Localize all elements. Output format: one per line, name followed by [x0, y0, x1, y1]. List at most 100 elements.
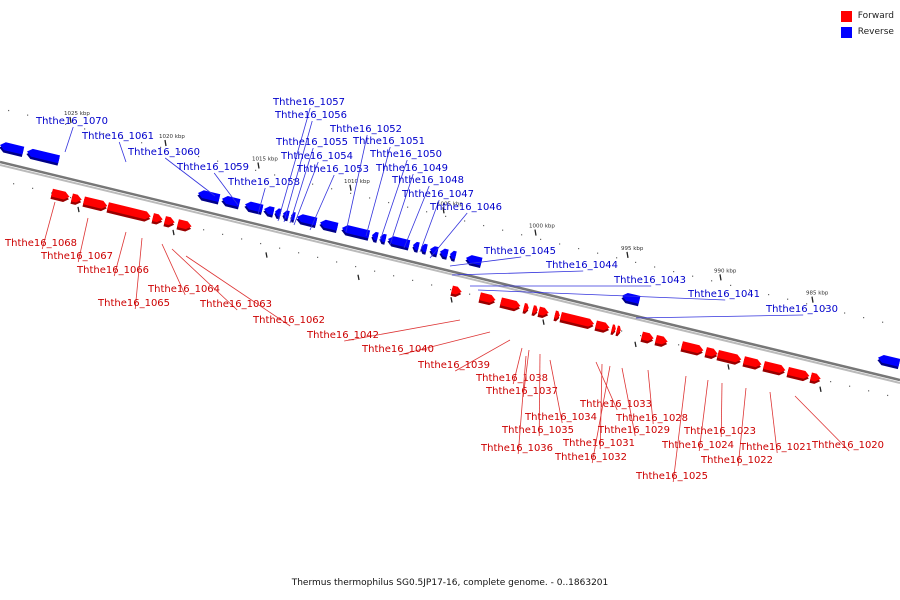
forward-gene-label: Ththe16_1033	[579, 399, 652, 410]
minor-tick	[654, 266, 656, 268]
tick-label: 1005 kbp	[437, 201, 463, 207]
minor-tick	[768, 294, 770, 296]
forward-gene-label: Ththe16_1064	[147, 284, 220, 295]
reverse-gene-label: Ththe16_1061	[81, 131, 154, 142]
gene-body	[388, 236, 411, 249]
label-leader-line	[451, 270, 584, 276]
forward-gene-arrow	[615, 325, 621, 337]
reverse-gene-arrow	[341, 225, 371, 241]
forward-gene-label: Ththe16_1068	[4, 238, 77, 249]
reverse-gene-arrow	[379, 233, 387, 245]
minor-tick	[393, 275, 395, 277]
minor-tick	[70, 196, 72, 199]
gene-body	[500, 297, 521, 309]
legend-forward-label: Forward	[857, 11, 894, 21]
forward-gene-label: Ththe16_1035	[501, 425, 574, 436]
gene-body	[107, 202, 151, 220]
minor-tick	[298, 252, 300, 254]
minor-tick	[616, 257, 618, 259]
minor-tick	[241, 238, 243, 240]
minor-tick	[260, 242, 262, 245]
reverse-gene-label: Ththe16_1058	[227, 177, 300, 188]
major-tick	[442, 207, 445, 214]
major-tick	[811, 296, 814, 303]
forward-gene-arrow	[450, 285, 462, 297]
reverse-gene-arrow	[319, 219, 339, 234]
label-leader-line	[257, 187, 266, 215]
minor-tick	[502, 229, 504, 231]
reverse-gene-arrow	[420, 243, 428, 255]
gene-body	[198, 190, 221, 203]
forward-gene-arrow	[531, 305, 538, 316]
gene-body	[787, 366, 810, 379]
reverse-gene-arrow	[26, 148, 61, 166]
forward-swatch	[840, 10, 852, 22]
reverse-gene-label: Ththe16_1043	[613, 275, 686, 286]
minor-tick	[521, 234, 523, 236]
gene-body	[51, 188, 70, 200]
label-leader-line	[134, 237, 143, 310]
minor-tick	[103, 132, 105, 135]
major-tick	[534, 229, 537, 236]
minor-tick	[331, 188, 333, 190]
minor-tick	[450, 288, 452, 291]
major-tick-lower	[727, 364, 730, 370]
gene-body	[27, 148, 61, 164]
label-leader-line	[283, 120, 313, 223]
label-leader-line	[403, 185, 430, 249]
tick-label: 1025 kbp	[64, 111, 90, 117]
gene-body	[532, 305, 538, 314]
forward-gene-arrow	[522, 303, 529, 314]
label-leader-line	[419, 199, 440, 253]
forward-gene-arrow	[553, 310, 560, 322]
major-tick	[719, 274, 722, 281]
genome-backbone	[0, 160, 900, 382]
legend-forward: Forward	[840, 8, 894, 24]
minor-tick	[388, 201, 390, 204]
major-tick-lower	[172, 229, 175, 236]
reverse-gene-label: Ththe16_1055	[275, 137, 348, 148]
label-leader-line	[389, 173, 414, 246]
tick-label: 995 kbp	[621, 246, 644, 252]
forward-gene-arrow	[704, 347, 718, 359]
reverse-gene-arrow	[449, 250, 457, 262]
gene-body	[466, 255, 483, 266]
tick-label: 990 kbp	[714, 268, 737, 274]
forward-gene-label: Ththe16_1062	[252, 315, 325, 326]
minor-tick	[825, 307, 827, 310]
minor-tick	[312, 183, 314, 185]
label-leader-line	[647, 369, 654, 425]
minor-tick	[141, 142, 143, 144]
tick-label: 1015 kbp	[252, 156, 278, 162]
minor-tick	[635, 261, 637, 263]
label-leader-line	[344, 319, 461, 342]
forward-gene-label: Ththe16_1037	[485, 386, 558, 397]
forward-gene-label: Ththe16_1031	[562, 438, 635, 449]
reverse-gene-arrow	[429, 246, 439, 258]
forward-gene-arrow	[559, 311, 595, 330]
minor-tick	[336, 261, 338, 263]
gene-body	[611, 324, 616, 333]
gene-body	[71, 193, 82, 203]
reverse-swatch	[840, 26, 852, 38]
reverse-gene-arrow	[0, 142, 25, 157]
label-leader-line	[399, 331, 491, 356]
gene-body	[595, 320, 610, 331]
label-leader-line	[477, 289, 726, 301]
gene-body	[372, 231, 379, 241]
gene-body	[413, 241, 420, 251]
reverse-gene-arrow	[221, 196, 241, 210]
forward-gene-label: Ththe16_1024	[661, 440, 734, 451]
minor-tick	[412, 279, 414, 281]
reverse-gene-arrow	[439, 248, 449, 260]
forward-gene-label: Ththe16_1021	[739, 442, 812, 453]
forward-gene-label: Ththe16_1022	[700, 455, 773, 466]
minor-tick	[578, 247, 580, 250]
label-leader-line	[512, 347, 523, 385]
minor-tick	[887, 394, 889, 397]
label-leader-line	[591, 365, 611, 464]
legend-reverse-label: Reverse	[857, 27, 894, 37]
minor-tick	[84, 128, 86, 130]
forward-gene-label: Ththe16_1020	[811, 440, 884, 451]
minor-tick	[749, 289, 751, 291]
